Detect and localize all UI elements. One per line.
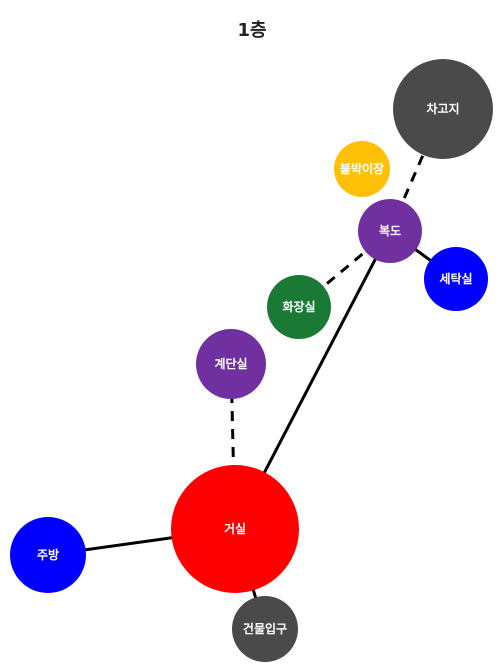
node-circle-kitchen	[10, 517, 86, 593]
node-label-kitchen: 주방	[37, 547, 59, 562]
node-circle-garage	[393, 59, 493, 159]
node-circle-hallway	[358, 199, 422, 263]
node-living[interactable]: 거실	[171, 465, 299, 593]
node-closet[interactable]: 붙박이장	[334, 141, 390, 197]
node-circle-laundry	[424, 247, 488, 311]
node-circle-entrance	[232, 596, 298, 662]
node-hallway[interactable]: 복도	[358, 199, 422, 263]
node-laundry[interactable]: 세탁실	[424, 247, 488, 311]
node-circle-restroom	[267, 275, 331, 339]
node-stairs[interactable]: 계단실	[196, 329, 266, 399]
node-circle-stairs	[196, 329, 266, 399]
node-entrance[interactable]: 건물입구	[232, 596, 298, 662]
node-label-laundry: 세탁실	[439, 271, 472, 286]
node-kitchen[interactable]: 주방	[10, 517, 86, 593]
node-restroom[interactable]: 화장실	[267, 275, 331, 339]
node-label-entrance: 건물입구	[243, 621, 287, 636]
node-label-living: 거실	[224, 521, 246, 536]
node-label-closet: 붙박이장	[340, 161, 384, 176]
node-label-hallway: 복도	[379, 224, 401, 238]
node-circle-living	[171, 465, 299, 593]
node-circle-closet	[334, 141, 390, 197]
node-label-restroom: 화장실	[282, 299, 315, 314]
node-label-garage: 차고지	[426, 101, 459, 116]
diagram-title: 1층	[237, 20, 266, 41]
node-label-stairs: 계단실	[214, 356, 247, 371]
node-garage[interactable]: 차고지	[393, 59, 493, 159]
